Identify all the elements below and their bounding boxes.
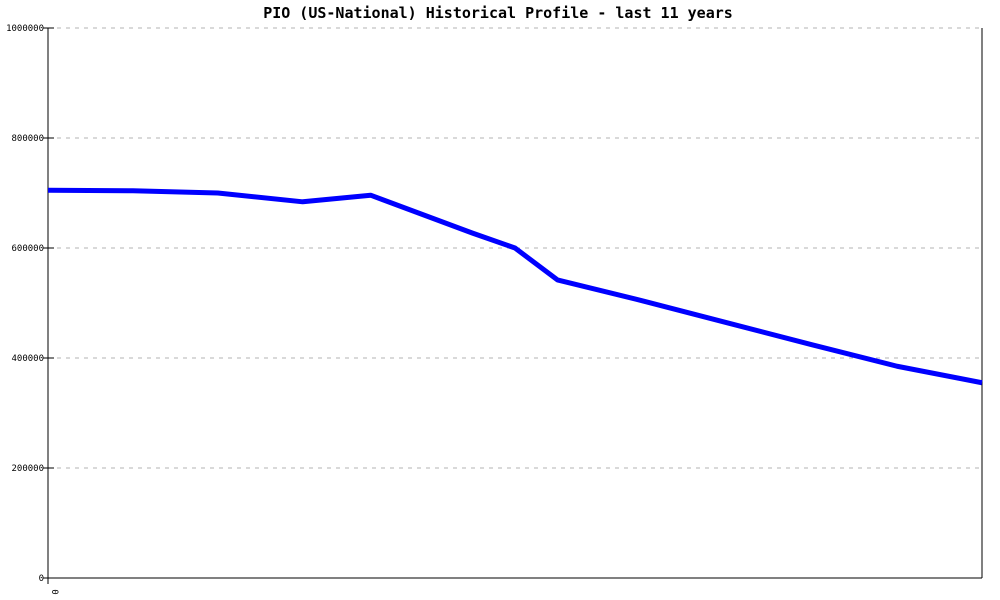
y-tick-label: 200000 <box>11 464 44 474</box>
y-tick-label: 600000 <box>11 244 44 254</box>
y-tick-group: 0 200000 400000 600000 800000 1000000 <box>6 24 54 584</box>
gridlines <box>48 27 982 469</box>
y-tick-label: 1000000 <box>6 24 44 34</box>
y-tick-label: 400000 <box>11 354 44 364</box>
chart-title: PIO (US-National) Historical Profile - l… <box>263 4 733 22</box>
y-tick-label: 0 <box>39 574 44 584</box>
x-tick-label: 0 <box>49 589 59 594</box>
axes <box>47 28 983 579</box>
x-tick-group: 0 <box>47 572 59 595</box>
y-tick-label: 800000 <box>11 134 44 144</box>
data-series-line <box>47 187 983 386</box>
